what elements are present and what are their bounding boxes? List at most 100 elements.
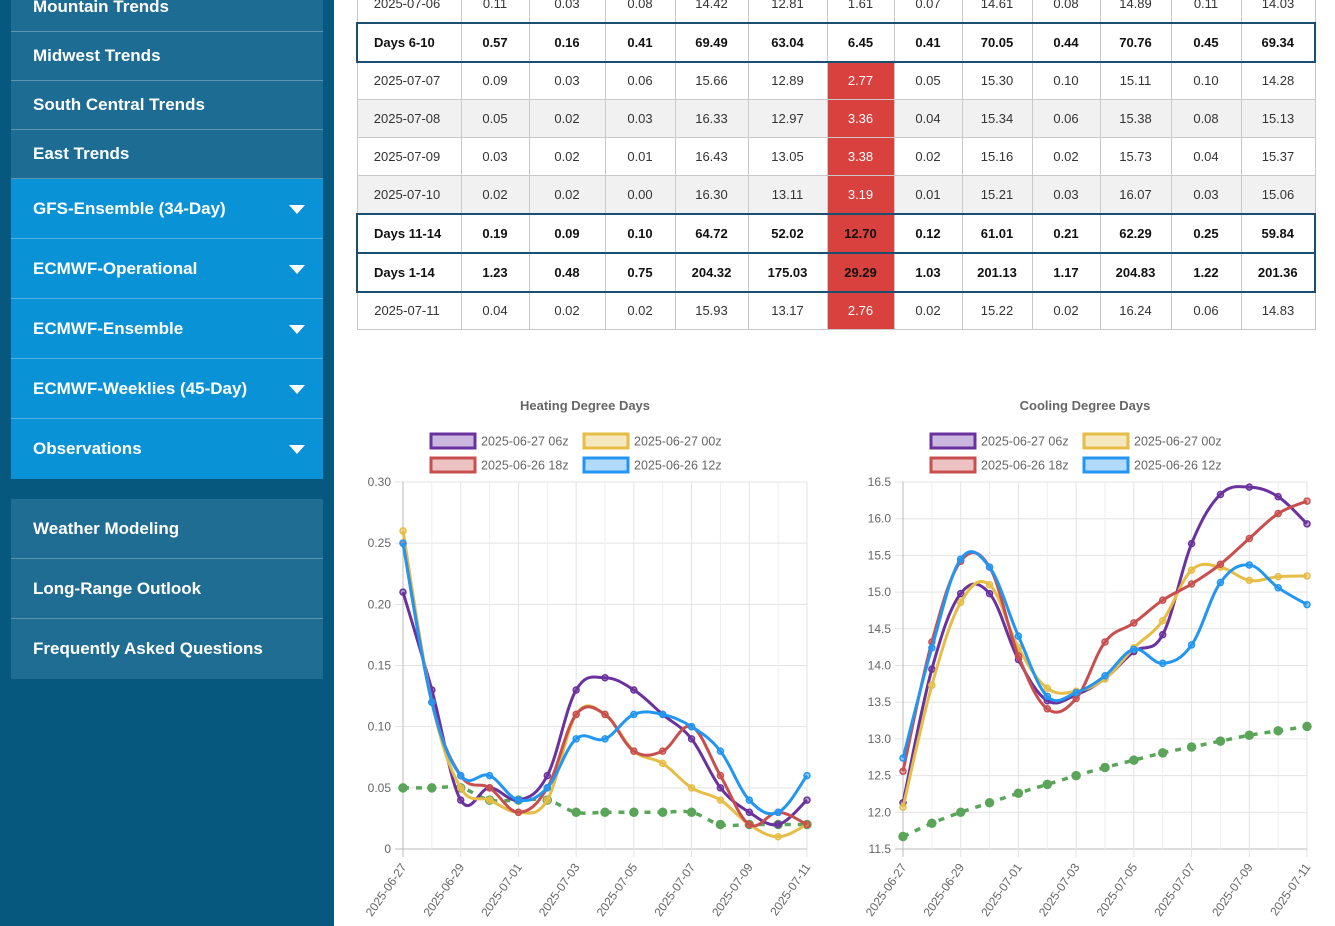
data-point: [630, 747, 638, 755]
menu-item-mountain-trends[interactable]: Mountain Trends: [11, 0, 323, 32]
value-cell: 201.36: [1240, 251, 1316, 293]
data-point: [1101, 672, 1109, 680]
data-point: [630, 710, 638, 719]
data-point: [1216, 560, 1225, 568]
value-cell: 15.34: [961, 99, 1033, 138]
normal-baseline-series: [898, 721, 1312, 842]
data-point: [1245, 534, 1254, 543]
legend-item: 2025-06-27 00z: [1082, 432, 1222, 450]
menu-item-label: ECMWF-Ensemble: [33, 318, 184, 338]
data-point: [956, 589, 965, 598]
value-cell: 13.11: [747, 175, 828, 214]
site-menu: Weather Modeling Long-Range Outlook Freq…: [11, 499, 323, 679]
menu-item-gfs-ensemble[interactable]: GFS-Ensemble (34-Day): [11, 179, 323, 239]
data-point: [1100, 762, 1110, 773]
value-cell: 16.30: [674, 175, 749, 214]
data-point: [600, 807, 610, 818]
row-label-cell: 2025-07-10: [356, 175, 462, 214]
value-cell: 15.73: [1099, 137, 1172, 176]
row-label-cell: Days 6-10: [356, 21, 462, 63]
value-cell: 59.84: [1240, 212, 1316, 254]
legend-label: 2025-06-26 18z: [481, 459, 569, 473]
menu-item-ecmwf-weeklies[interactable]: ECMWF-Weeklies (45-Day): [11, 359, 323, 419]
data-point: [658, 710, 667, 719]
data-point: [716, 784, 725, 792]
y-tick-label: 13.0: [868, 732, 892, 746]
data-point: [774, 833, 782, 841]
forecast-series: [899, 550, 1311, 762]
data-point: [485, 771, 494, 780]
menu-item-south-central-trends[interactable]: South Central Trends: [11, 81, 323, 130]
data-point: [1014, 632, 1023, 640]
data-point: [716, 771, 725, 780]
legend-item: 2025-06-26 18z: [929, 456, 1069, 474]
menu-item-ecmwf-operational[interactable]: ECMWF-Operational: [11, 239, 323, 299]
data-point: [399, 527, 407, 535]
legend-swatch: [429, 456, 477, 474]
data-point: [657, 807, 668, 818]
legend-label: 2025-06-27 00z: [634, 435, 722, 449]
value-cell: 201.13: [961, 251, 1033, 293]
legend-item: 2025-06-26 18z: [429, 456, 569, 474]
menu-item-east-trends[interactable]: East Trends: [11, 130, 323, 179]
menu-item-label: Midwest Trends: [33, 46, 161, 65]
x-tick-label: 2025-07-11: [1267, 860, 1313, 918]
data-point: [1072, 694, 1080, 703]
value-cell: 12.70: [826, 212, 895, 254]
y-tick-label: 14.5: [868, 622, 892, 636]
y-tick-label: 12.0: [868, 805, 892, 819]
data-point: [1043, 692, 1052, 701]
data-point: [601, 735, 609, 743]
menu-item-label: Mountain Trends: [33, 0, 169, 16]
data-point: [1303, 497, 1311, 505]
legend-label: 2025-06-27 00z: [1134, 435, 1222, 449]
value-cell: 0.03: [1170, 175, 1242, 214]
data-point: [1216, 490, 1225, 499]
value-cell: 0.03: [528, 0, 606, 23]
value-cell: 14.61: [961, 0, 1033, 23]
value-cell: 0.05: [893, 61, 963, 100]
menu-item-faq[interactable]: Frequently Asked Questions: [11, 619, 323, 679]
value-cell: 0.04: [1170, 137, 1242, 176]
menu-item-weather-modeling[interactable]: Weather Modeling: [11, 499, 323, 559]
x-tick-label: 2025-06-29: [920, 860, 967, 919]
cooling-degree-days-chart: Cooling Degree Days 2025-06-27 06z 2025-06…: [850, 385, 1320, 926]
value-cell: 3.19: [826, 175, 895, 214]
value-cell: 62.29: [1099, 212, 1172, 254]
value-cell: 70.05: [961, 21, 1033, 63]
row-label-cell: Days 1-14: [356, 251, 462, 293]
menu-item-long-range-outlook[interactable]: Long-Range Outlook: [11, 559, 323, 619]
series-line: [403, 785, 807, 828]
value-cell: 0.07: [893, 0, 963, 23]
data-point: [630, 686, 638, 694]
data-point: [1130, 645, 1138, 654]
data-point: [1215, 736, 1226, 746]
data-point: [1101, 638, 1109, 646]
value-cell: 0.19: [460, 212, 530, 254]
region-trends-menu: Mountain Trends Midwest Trends South Cen…: [11, 0, 323, 479]
data-point: [543, 796, 552, 804]
row-label-cell: 2025-07-11: [356, 291, 462, 330]
row-label-cell: 2025-07-09: [356, 137, 462, 176]
data-point: [428, 698, 436, 706]
legend-item: 2025-06-26 12z: [582, 456, 722, 474]
data-point: [1303, 572, 1311, 580]
value-cell: 0.04: [460, 291, 530, 330]
menu-item-observations[interactable]: Observations: [11, 419, 323, 479]
x-tick-label: 2025-07-03: [536, 860, 583, 919]
value-cell: 0.10: [1031, 61, 1101, 100]
heating-degree-days-chart: Heating Degree Days 2025-06-27 06z 2025-06…: [350, 385, 820, 926]
table-summary-row: Days 6-10 0.57 0.16 0.41 69.49 63.04 6.45 0.41 7…: [356, 21, 1316, 63]
value-cell: 0.01: [604, 137, 676, 176]
y-tick-label: 15.0: [868, 585, 892, 599]
data-point: [1186, 742, 1197, 752]
value-cell: 204.83: [1099, 251, 1172, 293]
data-point: [1158, 659, 1167, 668]
value-cell: 0.03: [1031, 175, 1101, 214]
menu-item-ecmwf-ensemble[interactable]: ECMWF-Ensemble: [11, 299, 323, 359]
y-tick-label: 16.0: [868, 512, 892, 526]
data-point: [1245, 483, 1254, 491]
value-cell: 0.10: [1170, 61, 1242, 100]
menu-item-midwest-trends[interactable]: Midwest Trends: [11, 32, 323, 81]
value-cell: 1.22: [1170, 251, 1242, 293]
